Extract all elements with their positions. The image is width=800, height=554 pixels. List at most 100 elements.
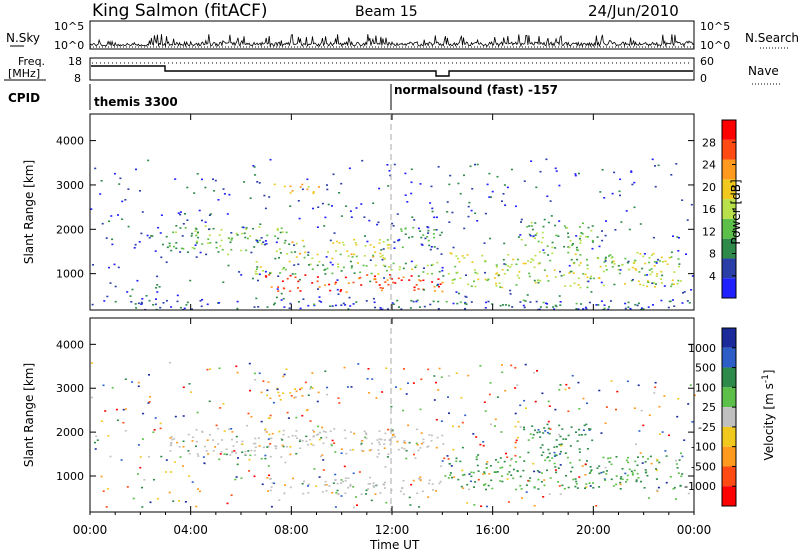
echo-pixel — [535, 300, 538, 303]
echo-pixel-sparse — [268, 474, 271, 477]
echo-pixel — [207, 453, 210, 455]
echo-pixel — [588, 428, 591, 430]
echo-pixel-sparse — [633, 407, 636, 409]
echo-pixel — [258, 239, 261, 242]
echo-pixel-sparse — [652, 304, 654, 306]
echo-pixel-sparse — [412, 382, 415, 384]
echo-pixel-sparse — [682, 292, 684, 294]
echo-pixel — [542, 432, 545, 434]
echo-pixel — [365, 433, 368, 436]
echo-pixel-sparse — [253, 372, 256, 375]
echo-pixel — [379, 492, 382, 494]
echo-pixel — [313, 303, 315, 306]
nsearch-label: N.Search — [745, 31, 799, 45]
echo-pixel-sparse — [295, 452, 298, 455]
echo-pixel-sparse — [219, 453, 222, 455]
echo-pixel-sparse — [124, 378, 127, 380]
echo-pixel-sparse — [100, 180, 103, 182]
echo-pixel — [290, 251, 293, 254]
echo-pixel-sparse — [214, 179, 217, 182]
echo-pixel — [426, 264, 429, 267]
echo-pixel-sparse — [116, 419, 119, 422]
echo-pixel — [191, 246, 194, 249]
echo-pixel — [620, 476, 623, 478]
echo-pixel — [215, 246, 218, 249]
echo-pixel-sparse — [446, 455, 449, 457]
echo-pixel — [209, 434, 211, 436]
echo-pixel — [193, 247, 196, 250]
echo-pixel — [455, 255, 458, 257]
echo-pixel — [372, 482, 375, 484]
echo-pixel-sparse — [641, 462, 644, 464]
echo-pixel-sparse — [630, 171, 633, 173]
echo-pixel-sparse — [578, 476, 581, 478]
echo-pixel-sparse — [206, 368, 209, 371]
echo-pixel-sparse — [367, 368, 370, 370]
echo-pixel-sparse — [558, 389, 561, 391]
echo-pixel-sparse — [641, 267, 644, 270]
echo-pixel — [376, 456, 379, 458]
echo-pixel — [566, 226, 569, 229]
echo-pixel — [664, 260, 667, 262]
nsky-tick-high-left: 10^5 — [54, 20, 84, 33]
echo-pixel — [648, 269, 651, 271]
echo-pixel — [607, 308, 610, 311]
echo-pixel-sparse — [240, 274, 243, 276]
echo-pixel — [598, 472, 601, 475]
echo-pixel-sparse — [431, 210, 434, 213]
echo-pixel-sparse — [559, 270, 561, 273]
echo-pixel — [603, 304, 606, 306]
echo-pixel-sparse — [527, 451, 530, 454]
echo-pixel — [324, 431, 327, 433]
echo-pixel-sparse — [437, 166, 440, 168]
echo-pixel — [245, 249, 248, 252]
echo-pixel — [334, 478, 337, 481]
echo-pixel — [316, 280, 319, 283]
echo-pixel — [630, 279, 633, 282]
echo-pixel — [254, 442, 257, 445]
echo-pixel-sparse — [353, 506, 356, 509]
echo-pixel — [398, 306, 400, 308]
echo-pixel-sparse — [352, 472, 355, 475]
colorbar-tick-label: 500 — [695, 362, 716, 375]
echo-pixel-sparse — [639, 452, 642, 454]
echo-pixel — [542, 301, 545, 304]
echo-pixel — [579, 239, 582, 242]
echo-pixel — [386, 456, 389, 458]
echo-pixel — [633, 261, 636, 264]
echo-pixel-sparse — [483, 242, 486, 244]
echo-pixel-sparse — [371, 378, 374, 380]
echo-pixel-sparse — [142, 412, 145, 415]
echo-pixel-sparse — [106, 488, 109, 490]
echo-pixel — [336, 489, 339, 492]
echo-pixel — [529, 433, 532, 435]
echo-pixel — [402, 479, 405, 482]
echo-pixel — [165, 235, 168, 238]
echo-pixel — [270, 477, 272, 480]
echo-pixel — [180, 247, 183, 250]
freq-panel-frame — [89, 57, 695, 81]
echo-pixel — [255, 268, 258, 270]
echo-pixel-sparse — [222, 403, 225, 405]
echo-pixel-sparse — [212, 439, 215, 441]
echo-pixel — [282, 267, 285, 269]
echo-pixel — [440, 231, 443, 234]
echo-pixel — [449, 472, 452, 474]
echo-pixel — [512, 477, 515, 480]
echo-pixel — [344, 492, 347, 495]
echo-pixel — [437, 308, 440, 310]
echo-pixel-sparse — [564, 388, 567, 391]
echo-pixel-sparse — [558, 485, 561, 487]
echo-pixel — [428, 479, 431, 482]
echo-pixel — [644, 461, 647, 463]
echo-pixel — [307, 483, 310, 486]
echo-pixel — [195, 429, 198, 431]
echo-pixel-sparse — [181, 235, 184, 237]
echo-pixel — [524, 244, 527, 246]
echo-pixel — [551, 252, 554, 255]
echo-pixel-sparse — [91, 396, 94, 399]
echo-pixel — [581, 465, 584, 467]
echo-pixel — [422, 441, 425, 444]
echo-pixel — [293, 396, 296, 399]
echo-pixel-sparse — [152, 431, 155, 433]
